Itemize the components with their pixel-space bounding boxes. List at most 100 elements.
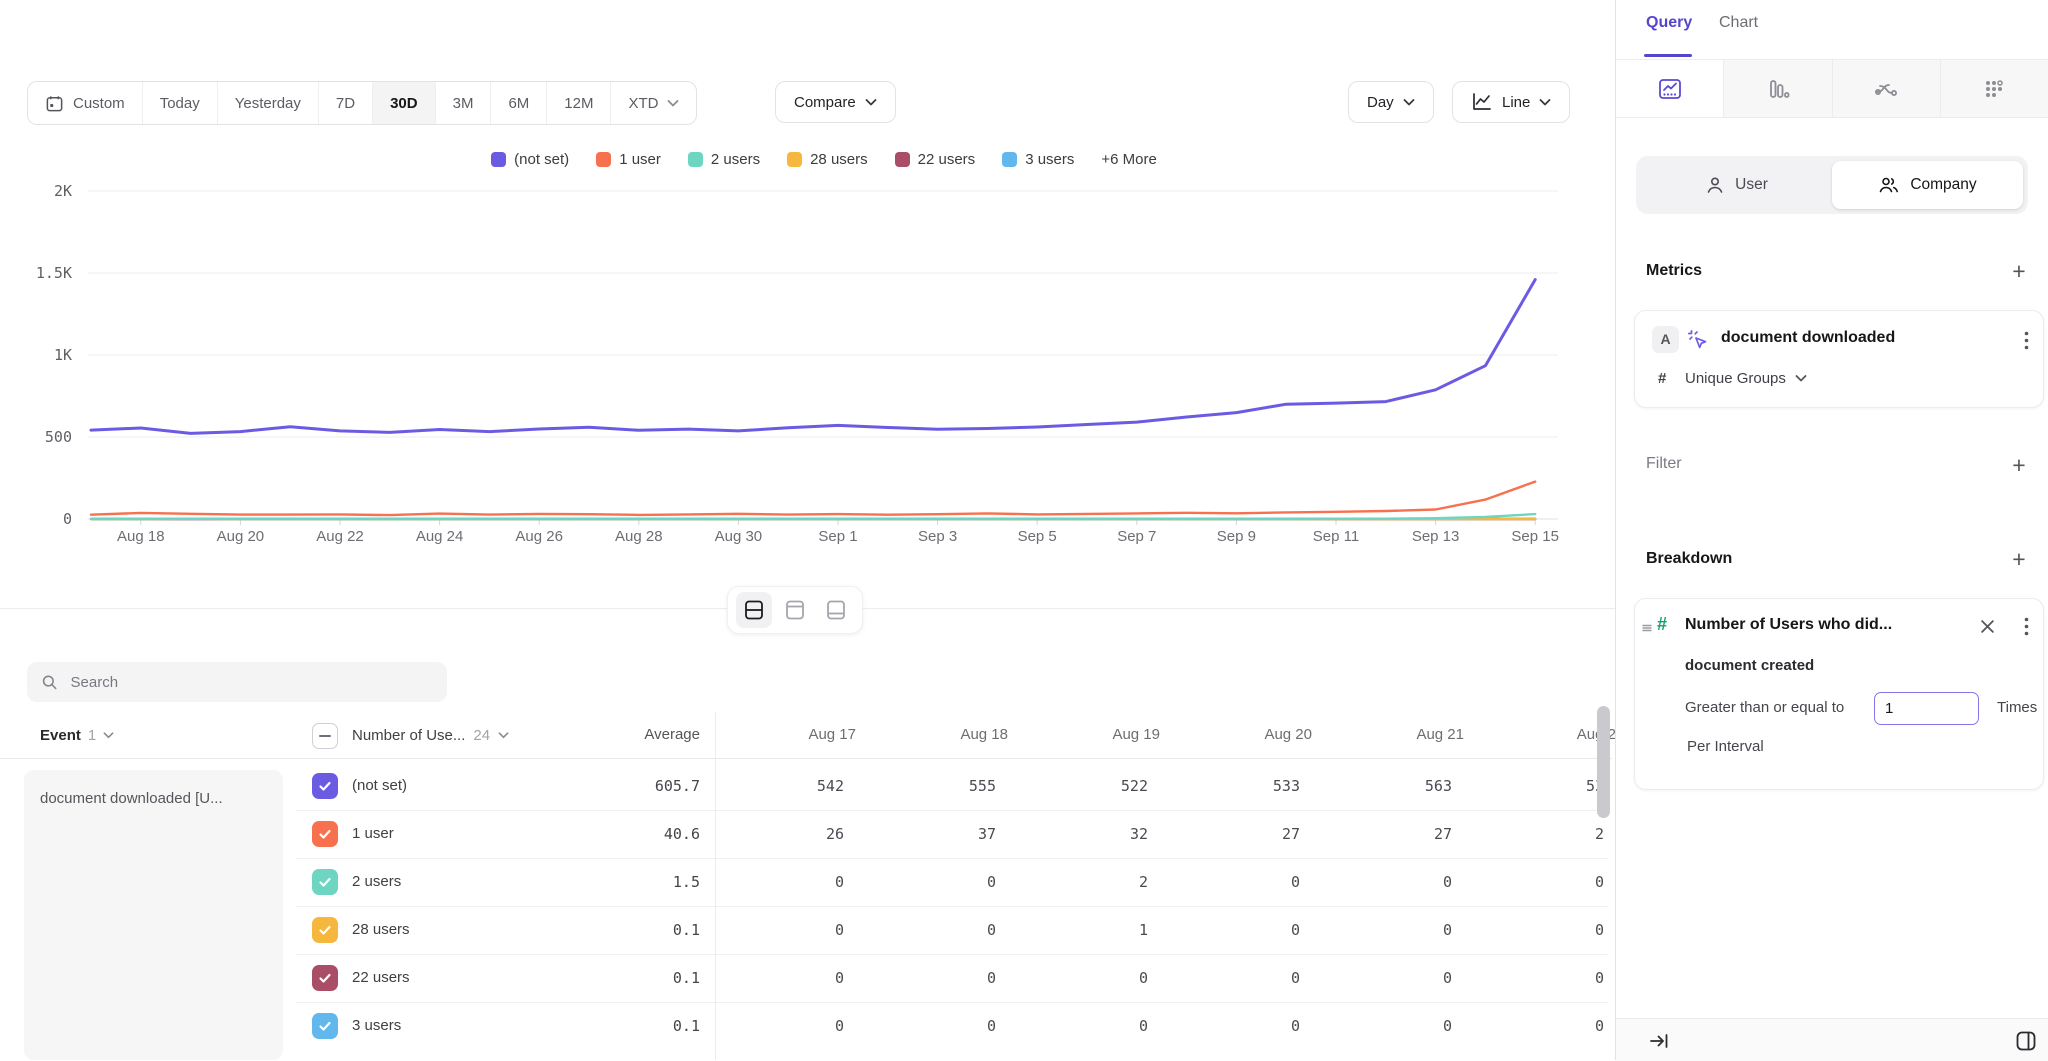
add-breakdown-button[interactable]: + <box>2006 546 2032 572</box>
legend-more-button[interactable]: +6 More <box>1101 151 1156 168</box>
layout-chart-only-button[interactable] <box>777 592 813 628</box>
series-checkbox-2-users[interactable] <box>312 869 338 895</box>
table-cell: 0 <box>1020 1016 1172 1036</box>
check-icon <box>318 875 332 889</box>
granularity-label: Day <box>1367 94 1394 111</box>
breakdown-event-name: document created <box>1685 657 1814 674</box>
row-separator <box>296 810 1608 811</box>
date-column-header: Aug 17 <box>716 722 868 748</box>
legend-item--not-set-[interactable]: (not set) <box>491 151 569 168</box>
series-label: 3 users <box>352 1013 401 1039</box>
series-checkbox-1-user[interactable] <box>312 821 338 847</box>
series-checkbox-22-users[interactable] <box>312 965 338 991</box>
chart-type-line-button[interactable] <box>1616 60 1724 118</box>
chart-type-flow-button[interactable] <box>1833 60 1941 118</box>
close-icon[interactable] <box>1980 619 1995 634</box>
legend-item-1-user[interactable]: 1 user <box>596 151 661 168</box>
chart-type-button[interactable]: Line <box>1452 81 1570 123</box>
table-cell: 0 <box>868 1016 1020 1036</box>
series-label: (not set) <box>352 773 407 799</box>
table-cell: 0 <box>1172 1016 1324 1036</box>
range-3m-button[interactable]: 3M <box>436 82 492 124</box>
date-column-header: Aug 19 <box>1020 722 1172 748</box>
series-label: 2 users <box>352 869 401 895</box>
metrics-heading: Metrics <box>1646 262 1702 280</box>
range-today-button[interactable]: Today <box>143 82 218 124</box>
date-column-header: Aug 18 <box>868 722 1020 748</box>
range-yesterday-button[interactable]: Yesterday <box>218 82 319 124</box>
range-label: Custom <box>73 95 125 112</box>
table-cell: 0 <box>1476 1016 1615 1036</box>
scope-company-option[interactable]: Company <box>1832 161 2023 209</box>
series-column-header[interactable]: Number of Use... 24 <box>352 722 509 748</box>
kebab-menu-icon[interactable] <box>2024 331 2029 350</box>
measure-selector[interactable]: Unique Groups <box>1685 370 1807 387</box>
condition-unit-label: Times <box>1997 699 2037 716</box>
table-cell: 522 <box>1020 776 1172 796</box>
chevron-down-icon <box>1403 99 1415 106</box>
chart-type-selector <box>1616 60 2048 118</box>
table-cell: 27 <box>1324 824 1476 844</box>
legend-item-2-users[interactable]: 2 users <box>688 151 760 168</box>
search-box[interactable] <box>27 662 447 702</box>
series-label: 1 user <box>352 821 394 847</box>
breakdown-title: Number of Users who did... <box>1685 616 1892 634</box>
select-all-checkbox[interactable] <box>312 723 338 749</box>
range-6m-button[interactable]: 6M <box>491 82 547 124</box>
average-value: 605.7 <box>540 776 700 796</box>
table-cell: 1 <box>1020 920 1172 940</box>
granularity-button[interactable]: Day <box>1348 81 1434 123</box>
range-xtd-button[interactable]: XTD <box>611 82 696 124</box>
query-panel: Query Chart User Compa <box>1615 0 2048 1060</box>
compare-button[interactable]: Compare <box>775 81 896 123</box>
table-cell: 0 <box>1324 1016 1476 1036</box>
panel-layout-button[interactable] <box>2012 1027 2040 1055</box>
legend-item-28-users[interactable]: 28 users <box>787 151 868 168</box>
breakdown-hash-icon: # <box>1657 614 1667 635</box>
add-filter-button[interactable]: + <box>2006 452 2032 478</box>
series-checkbox-3-users[interactable] <box>312 1013 338 1039</box>
tab-query[interactable]: Query <box>1646 14 1692 32</box>
x-axis-tick-label: Aug 24 <box>395 528 485 546</box>
x-axis-tick-label: Sep 1 <box>793 528 883 546</box>
table-only-icon <box>824 598 848 622</box>
tab-chart[interactable]: Chart <box>1719 14 1758 32</box>
legend-item-3-users[interactable]: 3 users <box>1002 151 1074 168</box>
series-checkbox-28-users[interactable] <box>312 917 338 943</box>
add-metric-button[interactable]: + <box>2006 258 2032 284</box>
layout-toggle-group <box>727 586 863 634</box>
layout-table-only-button[interactable] <box>818 592 854 628</box>
indeterminate-mark <box>319 735 331 737</box>
arrow-to-bar-icon <box>1649 1032 1669 1050</box>
chart-type-scatter-button[interactable] <box>1941 60 2048 118</box>
series-checkbox--not-set-[interactable] <box>312 773 338 799</box>
range-custom-button[interactable]: Custom <box>28 82 143 124</box>
range-30d-button[interactable]: 30D <box>373 82 436 124</box>
legend-item-22-users[interactable]: 22 users <box>895 151 976 168</box>
search-input[interactable] <box>69 673 433 692</box>
event-name: document downloaded [U... <box>24 770 283 807</box>
kebab-menu-icon[interactable] <box>2024 617 2029 636</box>
layout-split-view-button[interactable] <box>736 592 772 628</box>
metric-card[interactable]: A document downloaded # Unique Groups <box>1634 310 2044 408</box>
scope-user-option[interactable]: User <box>1641 161 1832 209</box>
range-12m-button[interactable]: 12M <box>547 82 611 124</box>
row-separator <box>296 858 1608 859</box>
range-7d-button[interactable]: 7D <box>319 82 373 124</box>
table-vertical-scrollbar[interactable] <box>1597 706 1610 818</box>
chevron-down-icon <box>103 732 114 739</box>
y-axis-tick-label: 1.5K <box>10 264 72 282</box>
line-chart-icon <box>1657 76 1683 102</box>
chart-type-bar-button[interactable] <box>1724 60 1832 118</box>
collapse-panel-button[interactable] <box>1646 1029 1672 1053</box>
condition-value-input[interactable] <box>1874 692 1979 725</box>
event-column-header[interactable]: Event 1 <box>40 722 114 748</box>
table-cell: 0 <box>1172 920 1324 940</box>
chart-legend: (not set) 1 user 2 users 28 users 22 users 3 … <box>90 151 1558 168</box>
scope-user-label: User <box>1735 176 1768 194</box>
breakdown-card[interactable]: # Number of Users who did... document cr… <box>1634 598 2044 790</box>
filter-heading: Filter <box>1646 455 1682 473</box>
chevron-down-icon <box>498 732 509 739</box>
drag-handle-icon[interactable] <box>1641 622 1653 634</box>
event-cell[interactable]: document downloaded [U... <box>24 770 283 1060</box>
